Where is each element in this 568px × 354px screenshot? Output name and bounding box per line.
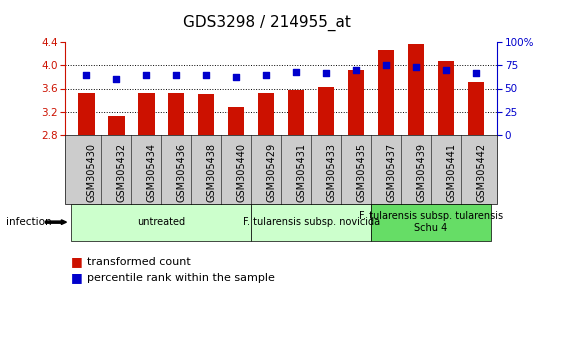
Bar — [198, 94, 215, 135]
Text: transformed count: transformed count — [87, 257, 191, 267]
Point — [82, 72, 91, 78]
Point — [172, 72, 181, 78]
Text: F. tularensis subsp. tularensis
Schu 4: F. tularensis subsp. tularensis Schu 4 — [359, 211, 503, 233]
Text: GSM305436: GSM305436 — [176, 143, 186, 202]
Point — [262, 72, 271, 78]
Text: GSM305441: GSM305441 — [446, 143, 456, 202]
Point — [441, 67, 450, 73]
Text: GSM305432: GSM305432 — [116, 143, 126, 202]
Text: GSM305429: GSM305429 — [266, 143, 276, 202]
Bar — [108, 116, 124, 135]
Bar — [378, 50, 394, 135]
Text: infection: infection — [6, 217, 51, 227]
Text: ■: ■ — [71, 256, 83, 268]
Point — [382, 63, 391, 68]
Text: GSM305433: GSM305433 — [326, 143, 336, 202]
Bar — [78, 93, 94, 135]
Text: GSM305431: GSM305431 — [296, 143, 306, 202]
Text: GSM305435: GSM305435 — [356, 143, 366, 202]
Point — [471, 70, 481, 76]
Text: ■: ■ — [71, 272, 83, 284]
Point — [352, 67, 361, 73]
Bar — [168, 93, 185, 135]
Bar — [258, 93, 274, 135]
Text: F. tularensis subsp. novicida: F. tularensis subsp. novicida — [243, 217, 379, 227]
Bar — [438, 62, 454, 135]
Text: untreated: untreated — [137, 217, 185, 227]
Bar — [348, 70, 364, 135]
Bar — [228, 108, 244, 135]
Text: GSM305440: GSM305440 — [236, 143, 246, 202]
Text: GDS3298 / 214955_at: GDS3298 / 214955_at — [183, 15, 351, 31]
Point — [202, 72, 211, 78]
Bar — [408, 44, 424, 135]
Point — [291, 69, 300, 75]
Point — [112, 76, 121, 82]
Point — [321, 70, 331, 76]
Bar — [318, 87, 335, 135]
Text: GSM305430: GSM305430 — [86, 143, 97, 202]
Point — [411, 64, 420, 70]
Point — [232, 74, 241, 79]
Bar — [138, 93, 154, 135]
Text: GSM305439: GSM305439 — [416, 143, 426, 202]
Point — [142, 72, 151, 78]
Text: GSM305438: GSM305438 — [206, 143, 216, 202]
Text: percentile rank within the sample: percentile rank within the sample — [87, 273, 275, 283]
Bar — [288, 90, 304, 135]
Bar — [468, 81, 485, 135]
Text: GSM305442: GSM305442 — [476, 143, 486, 202]
Text: GSM305434: GSM305434 — [147, 143, 156, 202]
Text: GSM305437: GSM305437 — [386, 143, 396, 202]
